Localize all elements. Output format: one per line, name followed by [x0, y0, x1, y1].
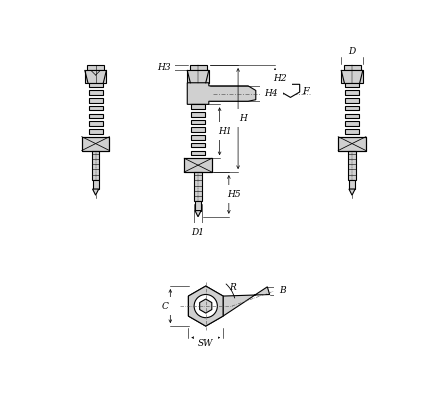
- Polygon shape: [349, 189, 355, 195]
- Text: SW: SW: [198, 339, 214, 348]
- Bar: [85, 71, 106, 83]
- Text: H5: H5: [228, 190, 241, 199]
- Text: F: F: [302, 87, 309, 96]
- Bar: [184, 158, 212, 172]
- Bar: [191, 143, 205, 148]
- Polygon shape: [200, 299, 212, 313]
- Bar: [348, 150, 356, 180]
- Bar: [345, 113, 359, 118]
- Bar: [345, 91, 359, 95]
- Bar: [89, 113, 102, 118]
- Bar: [87, 65, 104, 71]
- Bar: [194, 172, 202, 201]
- Text: R: R: [229, 283, 235, 292]
- Text: D: D: [348, 47, 356, 57]
- Bar: [341, 71, 363, 83]
- Bar: [191, 128, 205, 132]
- Bar: [89, 106, 102, 111]
- Bar: [191, 135, 205, 140]
- Bar: [195, 201, 201, 211]
- Bar: [191, 104, 205, 109]
- Bar: [89, 129, 102, 134]
- Bar: [191, 120, 205, 124]
- Text: H1: H1: [218, 127, 232, 136]
- Bar: [345, 106, 359, 111]
- Bar: [89, 83, 102, 87]
- Text: H: H: [239, 114, 247, 123]
- Bar: [184, 158, 212, 172]
- Text: C: C: [161, 302, 168, 310]
- Bar: [92, 180, 99, 189]
- Text: H3: H3: [157, 63, 171, 72]
- Bar: [344, 65, 361, 71]
- Bar: [345, 121, 359, 126]
- Polygon shape: [92, 189, 99, 195]
- Bar: [338, 137, 366, 150]
- Polygon shape: [223, 287, 269, 316]
- Polygon shape: [188, 286, 223, 326]
- Bar: [190, 65, 207, 71]
- Bar: [187, 71, 209, 83]
- Text: D1: D1: [191, 228, 204, 237]
- Bar: [345, 98, 359, 103]
- Text: H2: H2: [274, 75, 287, 83]
- Bar: [191, 150, 205, 155]
- Polygon shape: [281, 84, 300, 97]
- Circle shape: [194, 294, 218, 318]
- Text: B: B: [279, 286, 285, 295]
- Bar: [82, 137, 109, 150]
- Polygon shape: [187, 83, 256, 104]
- Bar: [349, 180, 355, 189]
- Bar: [345, 83, 359, 87]
- Bar: [89, 98, 102, 103]
- Bar: [191, 112, 205, 117]
- Bar: [92, 150, 99, 180]
- Bar: [89, 121, 102, 126]
- Bar: [345, 129, 359, 134]
- Bar: [338, 137, 366, 150]
- Bar: [82, 137, 109, 150]
- Text: H4: H4: [264, 89, 278, 98]
- Polygon shape: [188, 286, 223, 326]
- Polygon shape: [195, 211, 201, 217]
- Bar: [89, 91, 102, 95]
